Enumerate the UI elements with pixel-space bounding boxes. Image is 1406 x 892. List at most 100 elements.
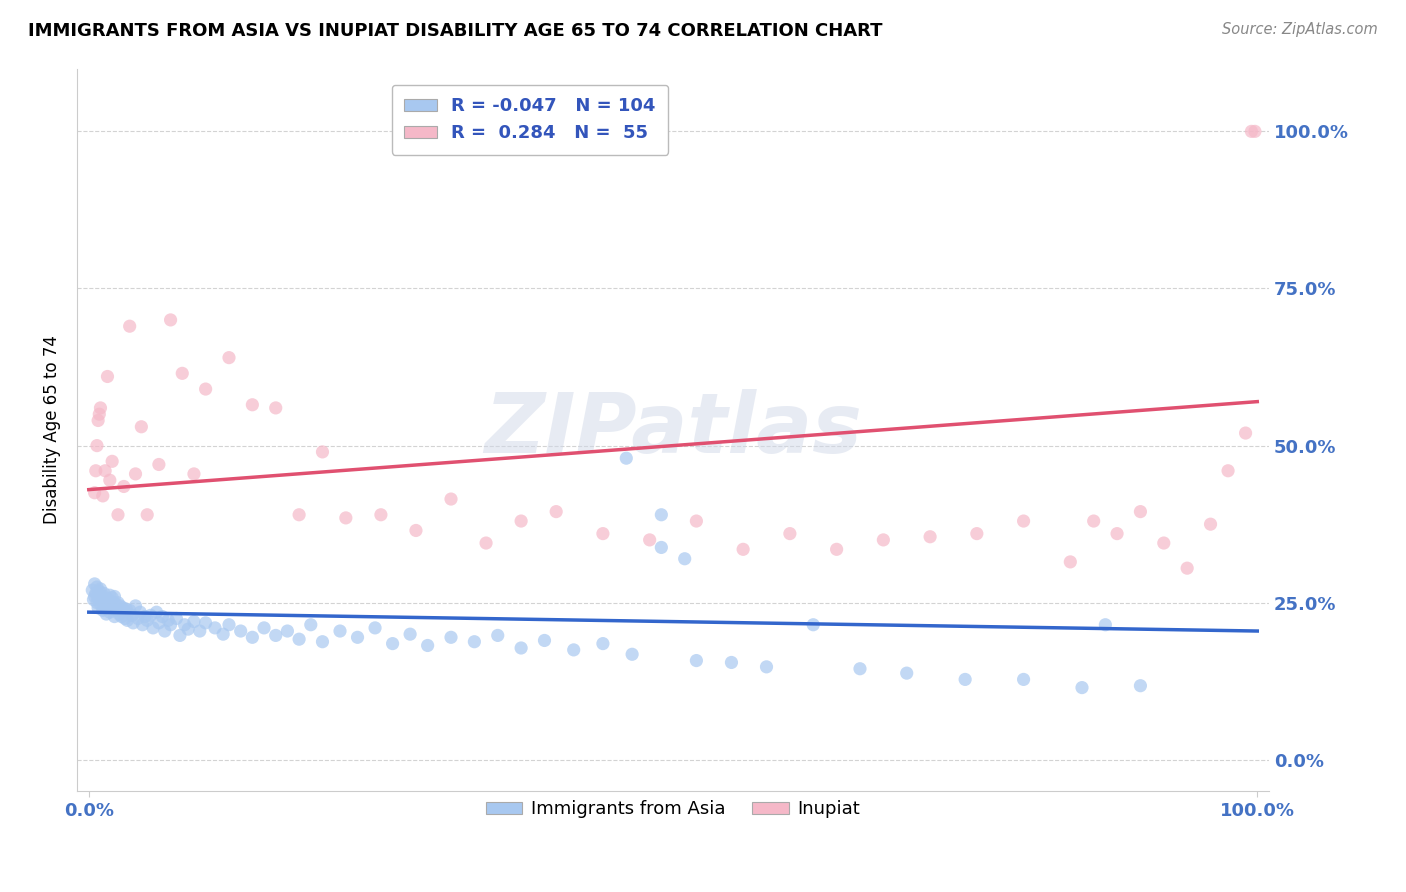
Point xyxy=(592,526,614,541)
Point xyxy=(720,656,742,670)
Point xyxy=(84,586,107,600)
Point xyxy=(84,464,107,478)
Text: Source: ZipAtlas.com: Source: ZipAtlas.com xyxy=(1222,22,1378,37)
Point xyxy=(96,369,118,384)
Point xyxy=(381,637,404,651)
Point xyxy=(98,588,121,602)
Point xyxy=(112,479,135,493)
Point xyxy=(101,591,124,605)
Point xyxy=(733,542,755,557)
Point xyxy=(145,605,167,619)
Point xyxy=(96,591,118,605)
Point xyxy=(96,592,118,607)
Point xyxy=(264,401,287,415)
Point xyxy=(98,473,121,487)
Point xyxy=(90,590,112,604)
Point xyxy=(311,634,333,648)
Point xyxy=(188,624,211,638)
Point xyxy=(416,639,439,653)
Point xyxy=(153,624,176,638)
Point xyxy=(89,597,111,611)
Point xyxy=(288,508,311,522)
Point xyxy=(801,617,824,632)
Point xyxy=(139,608,162,623)
Point xyxy=(486,628,509,642)
Point xyxy=(825,542,848,557)
Point xyxy=(463,634,485,648)
Point xyxy=(89,584,111,599)
Point xyxy=(218,351,240,365)
Point xyxy=(370,508,392,522)
Point xyxy=(127,611,149,625)
Point xyxy=(104,597,127,611)
Point xyxy=(87,413,110,427)
Point xyxy=(100,594,122,608)
Point xyxy=(86,596,108,610)
Point xyxy=(169,628,191,642)
Point xyxy=(253,621,276,635)
Point xyxy=(1153,536,1175,550)
Point xyxy=(1240,124,1263,138)
Point xyxy=(592,637,614,651)
Point xyxy=(685,514,707,528)
Point xyxy=(177,622,200,636)
Point xyxy=(872,533,894,547)
Point xyxy=(83,590,105,604)
Point xyxy=(346,630,368,644)
Point xyxy=(82,592,104,607)
Point xyxy=(94,464,117,478)
Point xyxy=(159,313,181,327)
Point xyxy=(101,454,124,468)
Point xyxy=(115,602,138,616)
Point xyxy=(614,451,637,466)
Point xyxy=(159,617,181,632)
Point xyxy=(1244,124,1267,138)
Point xyxy=(129,605,152,619)
Point xyxy=(329,624,352,638)
Point xyxy=(124,599,146,613)
Point xyxy=(148,615,170,630)
Point xyxy=(621,648,644,662)
Point xyxy=(105,603,128,617)
Point xyxy=(685,654,707,668)
Point xyxy=(264,628,287,642)
Point xyxy=(194,615,217,630)
Point xyxy=(93,586,115,600)
Point xyxy=(440,630,463,644)
Point xyxy=(131,617,153,632)
Point xyxy=(108,607,131,621)
Point xyxy=(212,627,235,641)
Point xyxy=(111,600,134,615)
Point xyxy=(94,599,117,613)
Point xyxy=(335,511,357,525)
Point xyxy=(121,608,143,623)
Point xyxy=(103,590,125,604)
Point xyxy=(183,467,205,481)
Point xyxy=(117,613,139,627)
Point xyxy=(440,491,463,506)
Point xyxy=(1083,514,1105,528)
Point xyxy=(97,597,120,611)
Point xyxy=(1094,617,1116,632)
Point xyxy=(1012,514,1035,528)
Point xyxy=(86,580,108,594)
Point xyxy=(103,609,125,624)
Point xyxy=(118,603,141,617)
Point xyxy=(165,611,187,625)
Point xyxy=(896,666,918,681)
Point xyxy=(107,508,129,522)
Point xyxy=(1071,681,1094,695)
Point xyxy=(107,596,129,610)
Point xyxy=(83,485,105,500)
Point xyxy=(364,621,387,635)
Point xyxy=(118,319,141,334)
Point xyxy=(173,617,195,632)
Point xyxy=(124,467,146,481)
Point xyxy=(1234,425,1257,440)
Point xyxy=(779,526,801,541)
Text: ZIPatlas: ZIPatlas xyxy=(484,390,862,470)
Point xyxy=(89,401,111,415)
Point xyxy=(638,533,661,547)
Point xyxy=(122,615,145,630)
Point xyxy=(98,605,121,619)
